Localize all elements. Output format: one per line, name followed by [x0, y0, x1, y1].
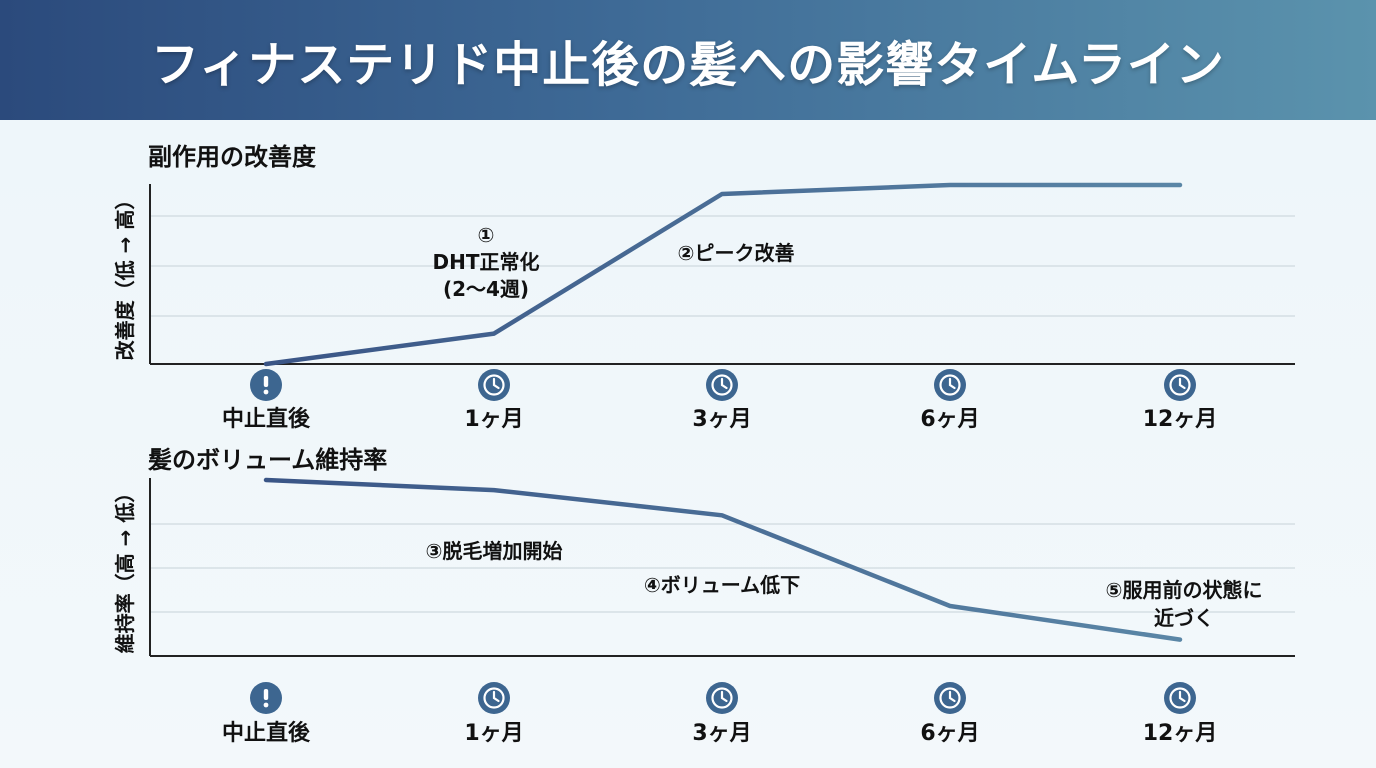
exclamation-dot: [263, 702, 269, 708]
clock-icon: [1164, 369, 1196, 401]
clock-hands: [1178, 377, 1186, 390]
chart2-x-tick-label: 6ヶ月: [920, 721, 979, 746]
clock-face: [939, 687, 961, 709]
annotation-line: (2〜4週): [443, 277, 529, 301]
chart2-x-tick-label: 3ヶ月: [692, 721, 751, 746]
chart1-annotation: ① DHT正常化 (2〜4週): [433, 223, 540, 301]
chart1-x-tick-label: 3ヶ月: [692, 407, 751, 432]
clock-face: [483, 687, 505, 709]
clock-face: [711, 687, 733, 709]
chart1-data-point: [1178, 183, 1183, 188]
annotation-line: ③脱毛増加開始: [426, 539, 563, 563]
annotation-line: ②ピーク改善: [678, 241, 795, 265]
clock-hands: [492, 690, 500, 703]
timeline-charts: 副作用の改善度 改善度（低 → 高） 髪のボリューム維持率 維持率（高 → 低）…: [113, 143, 1295, 746]
clock-icon: [478, 682, 510, 714]
chart2-data-point: [1178, 637, 1183, 642]
clock-hands: [720, 377, 728, 390]
chart1-data-point: [492, 331, 497, 336]
exclamation-icon: [250, 369, 282, 401]
annotation-line: DHT正常化: [433, 250, 540, 274]
clock-icon: [934, 369, 966, 401]
chart1-data-point: [264, 362, 269, 367]
exclamation-bar: [263, 376, 269, 387]
chart2-annotation: ③脱毛増加開始: [426, 539, 563, 563]
chart1-x-tick-label: 中止直後: [222, 406, 311, 432]
chart1-series-line: [263, 182, 1183, 367]
annotation-line: ⑤服用前の状態に: [1106, 578, 1263, 602]
clock-icon: [706, 369, 738, 401]
chart1-y-axis-label: 改善度（低 → 高）: [113, 190, 137, 361]
chart2-x-tick-label: 1ヶ月: [464, 721, 523, 746]
chart2-data-point: [492, 488, 497, 493]
chart1-annotation: ②ピーク改善: [678, 241, 795, 265]
chart-area: 副作用の改善度 改善度（低 → 高） 髪のボリューム維持率 維持率（高 → 低）…: [0, 120, 1376, 768]
clock-hands: [492, 377, 500, 390]
chart1-title: 副作用の改善度: [148, 143, 317, 171]
annotation-line: ④ボリューム低下: [644, 573, 800, 597]
chart1-x-tick-label: 12ヶ月: [1143, 407, 1218, 432]
page-title: フィナステリド中止後の髪への影響タイムライン: [151, 37, 1225, 93]
annotation-line: ①: [478, 223, 495, 247]
clock-hands: [948, 690, 956, 703]
clock-face: [483, 374, 505, 396]
clock-hands: [720, 690, 728, 703]
chart2-y-axis-label: 維持率（高 → 低）: [113, 483, 137, 654]
exclamation-bar: [263, 689, 269, 700]
clock-face: [939, 374, 961, 396]
exclamation-icon: [250, 682, 282, 714]
title-banner: フィナステリド中止後の髪への影響タイムライン: [0, 0, 1376, 120]
chart2-series-line: [263, 477, 1183, 642]
chart1-data-point: [948, 183, 953, 188]
exclamation-dot: [263, 389, 269, 395]
clock-hands: [1178, 690, 1186, 703]
clock-icon: [706, 682, 738, 714]
chart1-data-point: [720, 192, 725, 197]
clock-face: [711, 374, 733, 396]
chart2-x-tick-label: 中止直後: [222, 720, 311, 746]
clock-face: [1169, 687, 1191, 709]
clock-hands: [948, 377, 956, 390]
clock-icon: [934, 682, 966, 714]
clock-icon: [1164, 682, 1196, 714]
chart2-data-point: [720, 513, 725, 518]
chart1-x-tick-label: 1ヶ月: [464, 407, 523, 432]
chart2-annotation: ④ボリューム低下: [644, 573, 800, 597]
chart2-data-point: [948, 604, 953, 609]
chart2-title: 髪のボリューム維持率: [147, 446, 387, 474]
annotation-line: 近づく: [1154, 606, 1214, 630]
chart1-x-tick-label: 6ヶ月: [920, 407, 979, 432]
clock-face: [1169, 374, 1191, 396]
clock-icon: [478, 369, 510, 401]
chart2-data-point: [264, 478, 269, 483]
chart2-x-tick-label: 12ヶ月: [1143, 721, 1218, 746]
